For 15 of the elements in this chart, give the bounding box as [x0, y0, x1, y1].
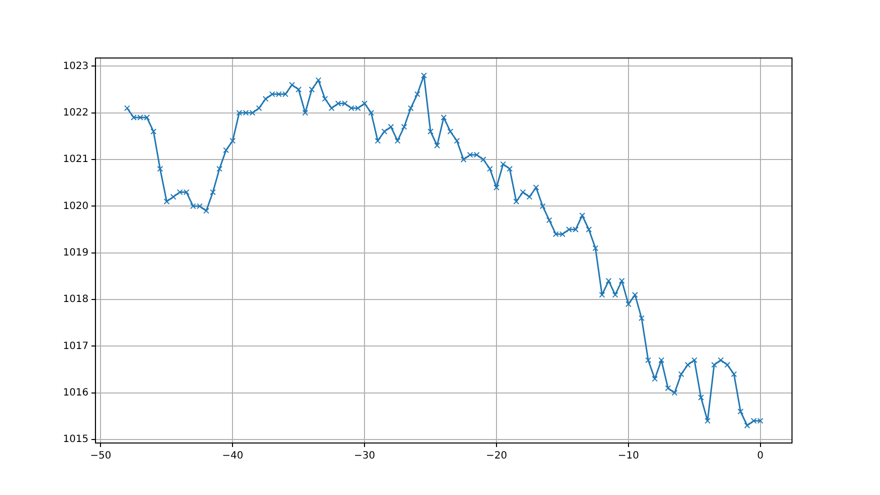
x-tick-label: −20 [486, 450, 508, 462]
x-tick-label: −10 [618, 450, 639, 462]
x-tick-label: −50 [90, 450, 112, 462]
y-tick-label: 1020 [62, 200, 88, 212]
y-tick-label: 1017 [62, 340, 88, 352]
y-tick-label: 1018 [62, 294, 88, 306]
y-tick-label: 1021 [62, 154, 88, 166]
y-tick-label: 1015 [62, 434, 88, 446]
y-tick-label: 1019 [62, 247, 88, 258]
y-tick-label: 1022 [62, 107, 88, 118]
x-tick-label: −40 [222, 450, 244, 462]
x-tick-label: −30 [354, 450, 376, 462]
y-tick-label: 1016 [62, 387, 88, 398]
y-tick-label: 1023 [62, 60, 88, 72]
x-tick-label: 0 [757, 450, 764, 462]
